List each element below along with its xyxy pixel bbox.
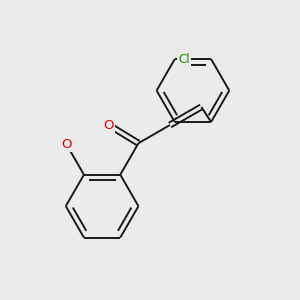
Text: O: O bbox=[61, 138, 72, 151]
Text: O: O bbox=[103, 118, 114, 132]
Text: Cl: Cl bbox=[178, 52, 190, 66]
